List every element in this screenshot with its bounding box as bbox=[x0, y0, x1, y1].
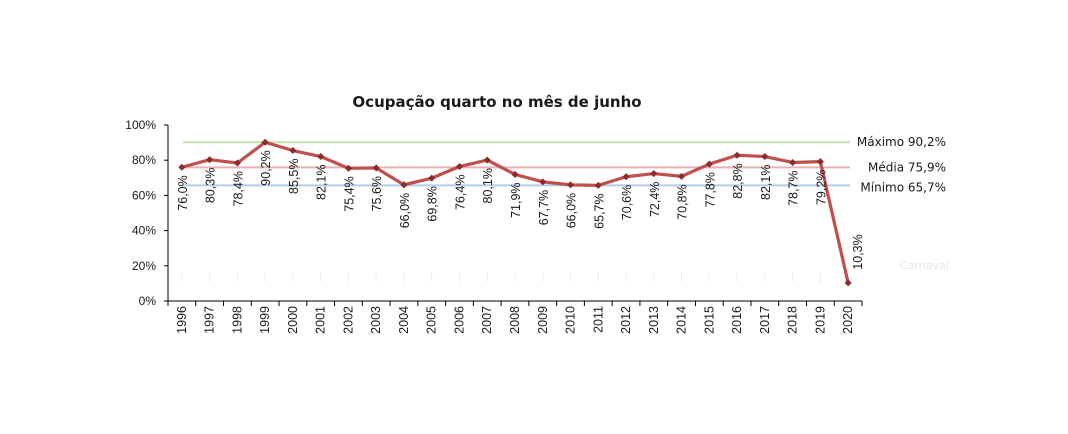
data-point bbox=[428, 174, 436, 182]
y-tick-label: 60% bbox=[132, 188, 156, 202]
data-label: 65,7% bbox=[592, 193, 606, 228]
data-label: 82,1% bbox=[759, 165, 773, 200]
data-label: 66,0% bbox=[398, 193, 412, 228]
data-point bbox=[566, 181, 575, 189]
x-tick-label: 2020 bbox=[841, 306, 855, 334]
reference-label-2: Mínimo 65,7% bbox=[860, 180, 946, 194]
data-label: 90,2% bbox=[259, 150, 273, 185]
data-label: 82,8% bbox=[731, 163, 745, 198]
data-label: 76,0% bbox=[176, 175, 190, 210]
reference-label-1: Média 75,9% bbox=[868, 160, 946, 174]
x-tick-label: 1999 bbox=[258, 306, 272, 334]
data-point bbox=[455, 163, 464, 171]
reference-label-0: Máximo 90,2% bbox=[857, 135, 946, 149]
data-labels: 76,0% 80,3% 78,4% 90,2% 85,5% 82,1% 75,4% 75,6%… bbox=[176, 150, 865, 269]
data-label: 78,4% bbox=[231, 171, 245, 206]
x-tick-label: 2008 bbox=[508, 306, 522, 334]
data-point bbox=[594, 181, 602, 189]
data-label: 77,8% bbox=[703, 172, 717, 207]
x-tick-label: 2012 bbox=[619, 306, 633, 334]
y-tick-label: 20% bbox=[132, 259, 156, 273]
x-tick-label: 2011 bbox=[591, 306, 605, 333]
x-tick-label: 2005 bbox=[425, 306, 439, 334]
axes: 0% 20% 40% 60% 80% 100% 1996 1997 1998 1999 2000 20… bbox=[125, 118, 863, 334]
annotation-carnaval: Carnaval bbox=[900, 259, 949, 272]
data-point bbox=[622, 173, 630, 181]
x-tick-label: 2009 bbox=[536, 306, 550, 334]
series-line bbox=[178, 138, 852, 287]
x-tick-label: 2004 bbox=[397, 306, 411, 334]
chart-title: Ocupação quarto no mês de junho bbox=[352, 93, 641, 111]
y-tick-label: 0% bbox=[139, 294, 157, 308]
y-tick-label: 40% bbox=[132, 224, 156, 238]
data-label: 66,0% bbox=[565, 193, 579, 228]
x-tick-label: 1996 bbox=[175, 306, 189, 334]
data-label: 76,4% bbox=[453, 175, 467, 210]
x-tick-label: 2018 bbox=[786, 306, 800, 334]
x-tick-label: 1998 bbox=[230, 306, 244, 334]
data-point bbox=[733, 151, 741, 159]
data-point bbox=[261, 138, 269, 146]
data-label: 70,6% bbox=[620, 185, 634, 220]
data-point bbox=[178, 163, 186, 171]
data-label: 75,4% bbox=[342, 176, 356, 211]
data-point bbox=[705, 160, 713, 168]
data-point bbox=[678, 172, 686, 180]
x-tick-label: 2014 bbox=[675, 306, 689, 334]
data-label: 80,1% bbox=[481, 168, 495, 203]
data-label: 85,5% bbox=[287, 159, 301, 194]
data-point bbox=[317, 152, 325, 161]
data-label: 82,1% bbox=[315, 165, 329, 200]
x-tick-label: 2000 bbox=[286, 306, 300, 334]
data-label: 72,4% bbox=[648, 182, 662, 217]
data-label: 78,7% bbox=[787, 170, 801, 205]
x-tick-label: 2013 bbox=[647, 306, 661, 334]
data-point bbox=[650, 170, 658, 178]
x-tick-label: 2002 bbox=[341, 306, 355, 334]
reference-lines: Máximo 90,2% Média 75,9% Mínimo 65,7% bbox=[183, 135, 946, 194]
x-tick-label: 1997 bbox=[203, 306, 217, 334]
x-tick-label: 2001 bbox=[314, 306, 328, 334]
x-tick-label: 2017 bbox=[758, 306, 772, 334]
data-point bbox=[400, 181, 408, 189]
data-point bbox=[844, 279, 852, 287]
x-tick-label: 2019 bbox=[813, 306, 827, 334]
data-point bbox=[233, 159, 241, 167]
x-tick-label: 2015 bbox=[702, 306, 716, 334]
x-tick-label: 2016 bbox=[730, 306, 744, 334]
data-point bbox=[539, 178, 547, 186]
data-point bbox=[789, 158, 797, 167]
data-label: 75,6% bbox=[370, 176, 384, 211]
x-tick-label: 2007 bbox=[480, 306, 494, 334]
data-point bbox=[372, 164, 380, 172]
x-tick-label: 2006 bbox=[452, 306, 466, 334]
data-label: 70,8% bbox=[676, 184, 690, 219]
data-label: 69,8% bbox=[426, 186, 440, 221]
data-point bbox=[289, 146, 297, 155]
y-tick-label: 100% bbox=[125, 118, 156, 132]
data-point bbox=[511, 170, 519, 178]
data-label: 67,7% bbox=[537, 190, 551, 225]
x-tick-label: 2010 bbox=[564, 306, 578, 334]
data-label: 79,2% bbox=[814, 170, 828, 205]
data-point bbox=[483, 156, 491, 164]
x-tick-label: 2003 bbox=[369, 306, 383, 334]
data-point bbox=[816, 158, 824, 166]
data-point bbox=[344, 164, 352, 172]
faint-markers: Carnaval bbox=[181, 259, 949, 282]
data-point bbox=[761, 152, 769, 161]
y-tick-label: 80% bbox=[132, 153, 156, 167]
data-label: 80,3% bbox=[204, 168, 218, 203]
data-label: 10,3% bbox=[851, 234, 865, 269]
data-point bbox=[206, 156, 214, 164]
data-label: 71,9% bbox=[509, 182, 523, 217]
